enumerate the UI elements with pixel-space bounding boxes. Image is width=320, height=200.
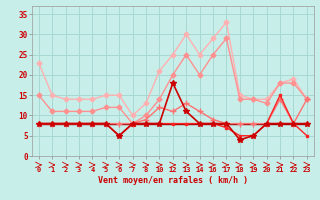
X-axis label: Vent moyen/en rafales ( km/h ): Vent moyen/en rafales ( km/h ) [98,176,248,185]
